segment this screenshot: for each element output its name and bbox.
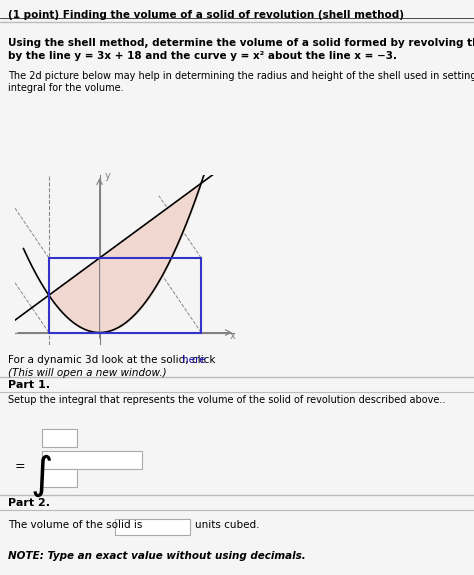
Text: (This will open a new window.): (This will open a new window.) xyxy=(8,368,167,378)
Bar xyxy=(49,258,201,332)
Bar xyxy=(42,469,77,487)
Text: The volume of the solid is: The volume of the solid is xyxy=(8,520,142,530)
Text: by the line y = 3x + 18 and the curve y = x² about the line x = −3.: by the line y = 3x + 18 and the curve y … xyxy=(8,51,397,61)
Text: units cubed.: units cubed. xyxy=(195,520,259,530)
Text: x: x xyxy=(230,331,236,341)
Bar xyxy=(115,519,190,535)
Text: The 2d picture below may help in determining the radius and height of the shell : The 2d picture below may help in determi… xyxy=(8,71,474,81)
Text: Using the shell method, determine the volume of a solid formed by revolving the : Using the shell method, determine the vo… xyxy=(8,38,474,48)
Text: here: here xyxy=(182,355,206,365)
Text: integral for the volume.: integral for the volume. xyxy=(8,83,124,93)
Text: Part 2.: Part 2. xyxy=(8,498,50,508)
Text: Setup the integral that represents the volume of the solid of revolution describ: Setup the integral that represents the v… xyxy=(8,395,446,405)
Bar xyxy=(42,429,77,447)
Text: $\int$: $\int$ xyxy=(30,453,52,500)
Text: NOTE: Type an exact value without using decimals.: NOTE: Type an exact value without using … xyxy=(8,551,306,561)
Bar xyxy=(42,451,142,469)
Text: For a dynamic 3d look at the solid, click: For a dynamic 3d look at the solid, clic… xyxy=(8,355,219,365)
Text: =: = xyxy=(15,460,26,473)
Text: y: y xyxy=(105,171,110,181)
Text: (1 point) Finding the volume of a solid of revolution (shell method): (1 point) Finding the volume of a solid … xyxy=(8,10,404,20)
Text: Part 1.: Part 1. xyxy=(8,380,50,390)
